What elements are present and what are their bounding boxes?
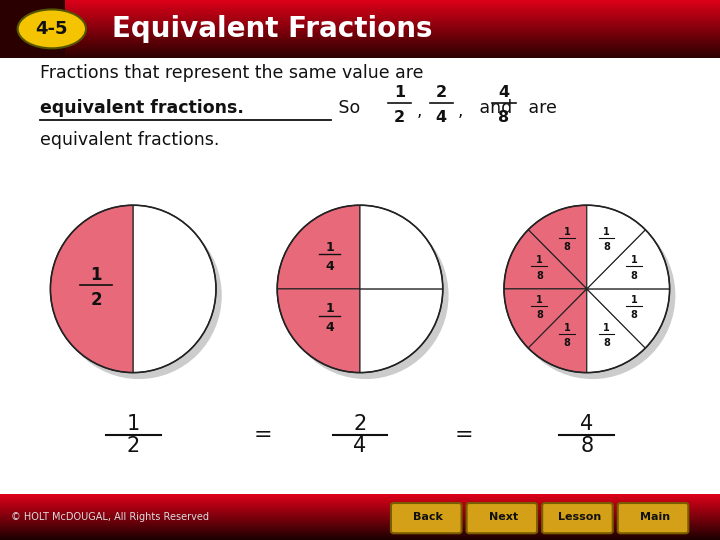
Text: 4: 4 (498, 85, 510, 100)
Ellipse shape (283, 212, 449, 379)
Text: 8: 8 (536, 310, 543, 320)
Text: 8: 8 (564, 242, 570, 252)
Text: 1: 1 (564, 227, 570, 237)
Ellipse shape (510, 212, 675, 379)
Text: 2: 2 (354, 414, 366, 434)
Text: are: are (523, 99, 557, 117)
Text: 8: 8 (498, 110, 510, 125)
Text: 8: 8 (631, 310, 638, 320)
Text: 8: 8 (603, 339, 610, 348)
Text: 1: 1 (564, 323, 570, 333)
Text: 1: 1 (127, 414, 140, 434)
Polygon shape (360, 205, 443, 289)
Text: Main: Main (640, 512, 670, 522)
Text: 1: 1 (536, 295, 543, 305)
Text: and: and (474, 99, 512, 117)
FancyBboxPatch shape (467, 503, 537, 534)
Text: So: So (333, 99, 360, 117)
Polygon shape (587, 205, 645, 289)
Text: 1: 1 (325, 302, 334, 315)
Polygon shape (50, 205, 133, 373)
Text: 4: 4 (580, 414, 593, 434)
Text: =: = (455, 424, 474, 445)
Text: 1: 1 (394, 85, 405, 100)
Text: equivalent fractions.: equivalent fractions. (40, 99, 243, 117)
Text: Back: Back (413, 512, 444, 522)
Ellipse shape (17, 10, 86, 48)
Text: 8: 8 (603, 242, 610, 252)
Polygon shape (277, 289, 360, 373)
Text: 4: 4 (325, 260, 334, 273)
Polygon shape (504, 230, 587, 289)
Text: 4: 4 (354, 435, 366, 456)
FancyBboxPatch shape (542, 503, 613, 534)
Text: 1: 1 (603, 227, 610, 237)
Text: 1: 1 (536, 255, 543, 265)
Polygon shape (504, 289, 587, 348)
Text: ,: , (416, 102, 422, 120)
FancyBboxPatch shape (618, 503, 688, 534)
Text: 1: 1 (631, 295, 638, 305)
Text: 8: 8 (536, 271, 543, 280)
Bar (0, 0, 720, 58)
Ellipse shape (56, 212, 222, 379)
Polygon shape (360, 289, 443, 373)
Text: 2: 2 (436, 85, 447, 100)
Text: 1: 1 (90, 266, 102, 285)
Text: 2: 2 (127, 435, 140, 456)
Text: equivalent fractions.: equivalent fractions. (40, 131, 219, 150)
Polygon shape (277, 205, 360, 289)
Text: 4: 4 (436, 110, 447, 125)
Bar (0, 494, 720, 540)
Text: Equivalent Fractions: Equivalent Fractions (112, 15, 432, 43)
Text: 8: 8 (631, 271, 638, 280)
Text: Next: Next (490, 512, 518, 522)
Text: 4: 4 (325, 321, 334, 334)
Polygon shape (587, 289, 670, 348)
Text: Fractions that represent the same value are: Fractions that represent the same value … (40, 64, 423, 82)
Text: 8: 8 (564, 339, 570, 348)
Text: 2: 2 (394, 110, 405, 125)
Text: 1: 1 (325, 241, 334, 254)
Text: =: = (253, 424, 272, 445)
Polygon shape (528, 205, 587, 289)
Text: ,: , (458, 102, 464, 120)
Polygon shape (528, 289, 587, 373)
Text: 8: 8 (580, 435, 593, 456)
Text: 1: 1 (603, 323, 610, 333)
Polygon shape (587, 230, 670, 289)
Text: Lesson: Lesson (558, 512, 601, 522)
Text: © HOLT McDOUGAL, All Rights Reserved: © HOLT McDOUGAL, All Rights Reserved (11, 512, 209, 522)
Polygon shape (587, 289, 645, 373)
Text: 2: 2 (90, 291, 102, 309)
Polygon shape (133, 205, 216, 373)
Text: 4-5: 4-5 (35, 20, 68, 38)
Text: 1: 1 (631, 255, 638, 265)
FancyBboxPatch shape (391, 503, 462, 534)
